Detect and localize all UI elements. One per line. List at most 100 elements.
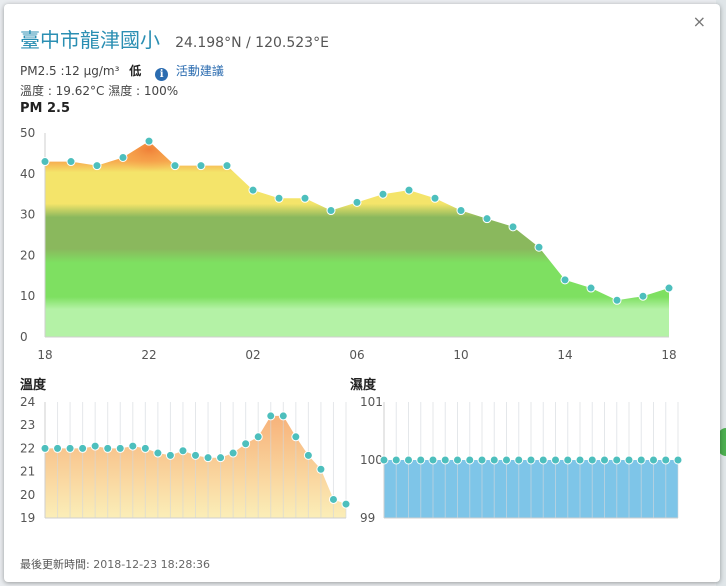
pm25-peak-highlight: [111, 141, 187, 172]
data-point: [92, 161, 102, 171]
y-tick-label: 20: [20, 248, 35, 262]
y-tick-label: 100: [360, 453, 383, 467]
pm25-level: 低: [129, 64, 142, 78]
data-point: [673, 455, 683, 465]
data-point: [440, 455, 450, 465]
data-point: [241, 439, 251, 449]
data-point: [278, 411, 288, 421]
y-tick-label: 0: [20, 330, 28, 344]
data-point: [378, 189, 388, 199]
x-tick-label: 02: [245, 348, 260, 362]
data-point: [165, 450, 175, 460]
station-coordinates: 24.198°N / 120.523°E: [175, 35, 329, 51]
x-tick-label: 22: [141, 348, 156, 362]
data-point: [600, 455, 609, 465]
data-point: [430, 193, 440, 203]
data-point: [404, 455, 413, 465]
data-point: [502, 455, 511, 465]
temperature-chart-title: 溫度: [20, 378, 47, 393]
last-updated: 最後更新時間: 2018-12-23 18:28:36: [20, 556, 210, 572]
data-point: [300, 193, 310, 203]
data-point: [140, 443, 150, 453]
data-point: [404, 185, 414, 195]
data-point: [78, 443, 88, 453]
y-tick-label: 22: [20, 441, 35, 455]
y-tick-label: 23: [20, 418, 35, 432]
data-point: [526, 455, 536, 465]
data-point: [534, 242, 544, 252]
data-point: [638, 291, 648, 301]
data-point: [203, 453, 213, 463]
station-header: 臺中市龍津國小 24.198°N / 120.523°E: [20, 24, 329, 53]
pm25-summary: PM2.5 :12 μg/m³ 低 i 活動建議: [20, 62, 224, 81]
data-point: [196, 161, 206, 171]
pm25-chart: 0 10 20 30 40 50 18 22 02 06 10 14 18: [20, 126, 677, 362]
data-point: [316, 464, 326, 474]
data-point: [465, 455, 475, 465]
temperature-chart: 19 20 21 22 23 24: [20, 395, 351, 525]
data-point: [612, 295, 622, 305]
y-tick-label: 19: [20, 511, 35, 525]
data-point: [341, 499, 351, 509]
data-point: [514, 455, 524, 465]
data-point: [90, 441, 100, 451]
data-point: [586, 283, 596, 293]
y-tick-label: 21: [20, 465, 35, 479]
data-point: [636, 455, 646, 465]
data-point: [664, 283, 674, 293]
data-point: [228, 448, 238, 458]
data-point: [416, 455, 426, 465]
x-tick-label: 06: [349, 348, 364, 362]
map-marker[interactable]: [718, 428, 726, 456]
data-point: [274, 193, 284, 203]
data-point: [661, 455, 671, 465]
data-point: [118, 152, 128, 162]
close-button[interactable]: ×: [692, 12, 706, 31]
y-tick-label: 40: [20, 167, 35, 181]
weather-summary: 溫度 : 19.62°C 濕度 : 100%: [20, 84, 179, 98]
data-point: [624, 455, 634, 465]
data-point: [170, 161, 180, 171]
data-point: [587, 455, 597, 465]
data-point: [379, 455, 389, 465]
data-point: [489, 455, 499, 465]
data-point: [253, 432, 263, 442]
data-point: [53, 443, 63, 453]
humidity-chart-title: 濕度: [350, 378, 377, 393]
x-tick-label: 10: [453, 348, 468, 362]
data-point: [453, 455, 462, 465]
y-tick-label: 101: [360, 395, 383, 409]
data-point: [248, 185, 258, 195]
y-tick-label: 99: [360, 511, 375, 525]
data-point: [612, 455, 622, 465]
data-point: [508, 222, 518, 232]
data-point: [115, 443, 125, 453]
data-point: [128, 441, 138, 451]
data-point: [551, 455, 560, 465]
data-point: [266, 411, 276, 421]
data-point: [560, 275, 570, 285]
last-updated-time: 2018-12-23 18:28:36: [93, 558, 211, 571]
data-point: [178, 446, 188, 456]
data-point: [144, 136, 154, 146]
map-background: [716, 0, 726, 586]
info-icon[interactable]: i: [155, 68, 169, 81]
data-point: [563, 455, 573, 465]
data-point: [428, 455, 438, 465]
data-point: [66, 157, 76, 167]
data-point: [222, 161, 232, 171]
data-point: [40, 157, 50, 167]
data-point: [538, 455, 548, 465]
y-tick-label: 24: [20, 395, 35, 409]
humidity-chart: 99 100 101: [360, 395, 683, 525]
data-point: [191, 450, 200, 460]
x-tick-label: 18: [661, 348, 676, 362]
data-point: [328, 494, 338, 504]
y-tick-label: 50: [20, 126, 35, 140]
data-point: [303, 450, 313, 460]
data-point: [477, 455, 487, 465]
station-name: 臺中市龍津國小: [20, 28, 160, 52]
activity-advice-link[interactable]: 活動建議: [175, 64, 224, 78]
data-point: [65, 443, 75, 453]
data-point: [391, 455, 401, 465]
